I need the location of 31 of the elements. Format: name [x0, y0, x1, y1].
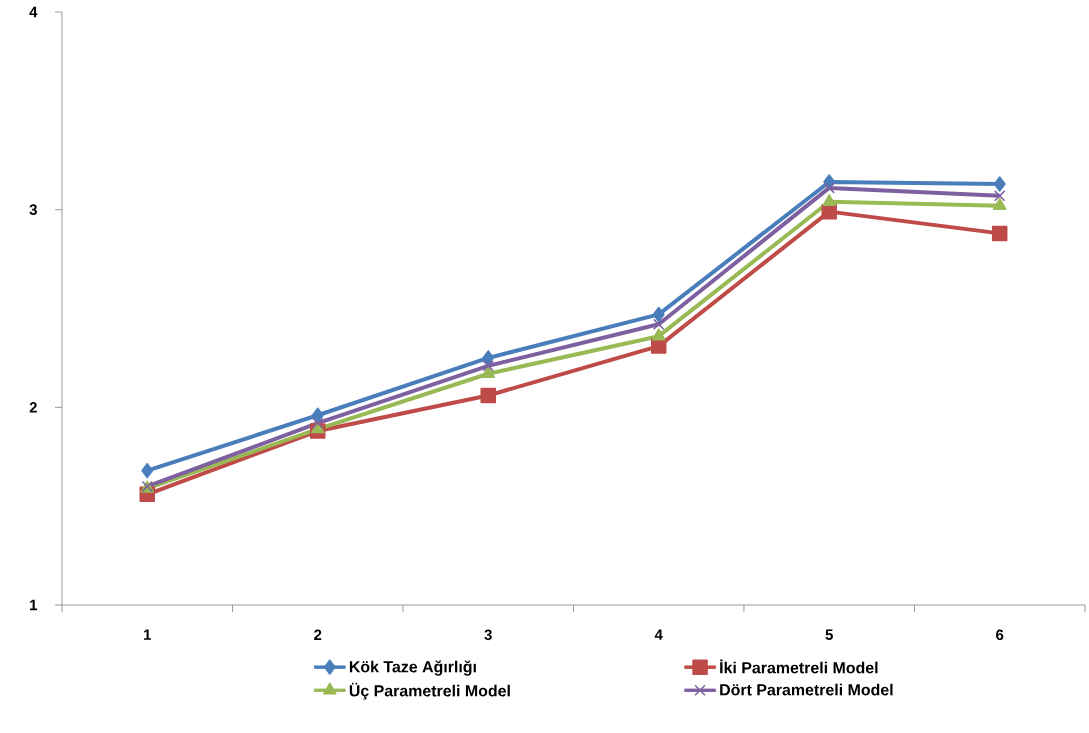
- point: [994, 190, 1006, 202]
- point: [822, 194, 837, 206]
- point: [650, 338, 667, 354]
- point: [652, 306, 665, 323]
- x-tick-label: 6: [996, 629, 1004, 641]
- point: [992, 197, 1007, 210]
- x-tick-label: 4: [654, 629, 663, 640]
- point: [141, 462, 154, 479]
- point: [651, 328, 666, 341]
- x-tick-label: 5: [825, 629, 833, 640]
- point: [991, 225, 1008, 242]
- point: [653, 318, 665, 331]
- y-tick-label: 2: [29, 402, 37, 413]
- point: [482, 350, 495, 366]
- legend-label: Kök Taze Ağırlığı: [349, 660, 476, 676]
- y-tick-label: 4: [29, 6, 38, 18]
- legend-label: Dört Parametreli Model: [720, 683, 893, 696]
- point: [311, 407, 324, 423]
- y-tick-label: 3: [29, 204, 37, 215]
- point: [482, 360, 494, 372]
- x-tick-label: 2: [314, 629, 322, 640]
- legend-label: İki Parametreli Model: [720, 659, 878, 674]
- x-tick-label: 3: [484, 629, 492, 641]
- point: [993, 176, 1006, 192]
- y-tick-label: 1: [30, 599, 38, 611]
- legend-label: Üç Parametreli Model: [349, 682, 510, 700]
- point: [481, 365, 496, 378]
- point: [312, 417, 324, 429]
- point: [823, 182, 835, 194]
- x-tick-label: 1: [144, 629, 151, 640]
- point: [480, 387, 496, 404]
